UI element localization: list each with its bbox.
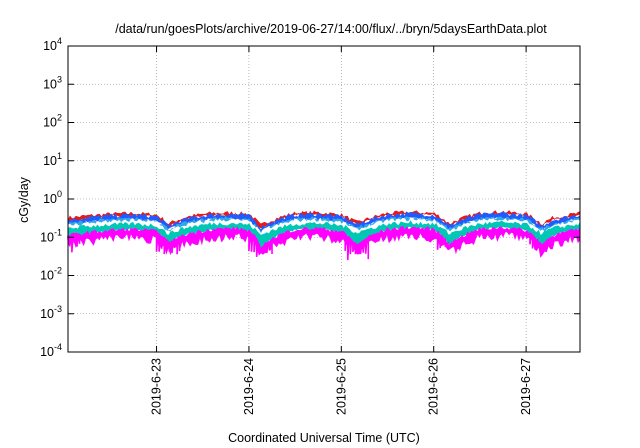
x-axis-label: Coordinated Universal Time (UTC) [228,431,420,445]
y-tick-label: 104 [43,36,62,53]
series-dip [248,230,273,257]
x-tick-label: 2019-6-24 [242,358,256,415]
y-axis: 10-4 10-3 10-2 10-1 100 101 102 103 104 [40,36,580,359]
x-axis: 2019-6-23 2019-6-24 2019-6-25 2019-6-26 2019… [150,46,533,415]
series-dip [67,233,81,253]
x-tick-label: 2019-6-25 [334,358,348,415]
y-tick-label: 103 [43,74,62,91]
plot-area [67,210,581,261]
x-tick-label: 2019-6-27 [519,358,533,415]
chart-title: /data/run/goesPlots/archive/2019-06-27/1… [115,22,547,36]
y-tick-label: 10-3 [40,304,62,321]
x-tick-label: 2019-6-23 [150,358,164,415]
y-tick-label: 10-2 [40,266,62,283]
x-tick-label: 2019-6-26 [427,358,441,415]
y-tick-label: 10-4 [40,342,62,359]
y-tick-label: 101 [43,151,62,168]
series-dip [155,231,181,255]
y-tick-label: 102 [43,113,62,130]
series-dip [344,234,370,261]
grid [68,46,580,352]
y-tick-label: 10-1 [40,227,62,244]
series-dip [529,233,554,250]
y-axis-label: cGy/day [17,176,31,223]
series-dip [436,232,462,250]
series-band [67,226,581,258]
y-tick-label: 100 [43,189,62,206]
